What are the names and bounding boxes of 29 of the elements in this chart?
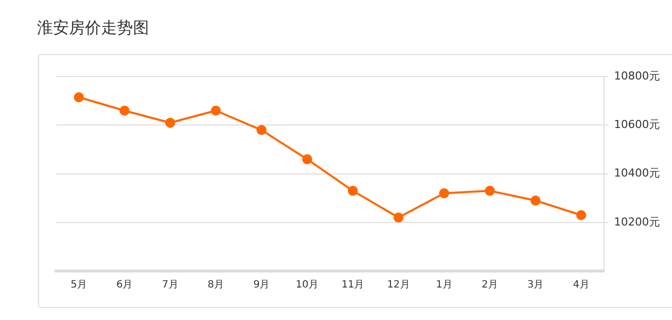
y-tick-label: 10800元 [614, 69, 660, 82]
point [576, 210, 586, 220]
y-tick-label: 10200元 [614, 215, 660, 228]
point [348, 186, 358, 196]
x-tick-label: 11月 [341, 280, 364, 291]
point [439, 188, 450, 198]
point [120, 106, 130, 116]
x-tick-label: 2月 [482, 280, 498, 291]
x-tick-label: 12月 [387, 280, 410, 291]
point [484, 186, 495, 196]
x-tick-label: 3月 [527, 280, 544, 291]
x-tick-label: 10月 [296, 280, 319, 291]
point [530, 196, 541, 206]
point [394, 212, 404, 223]
x-tick-label: 1月 [436, 280, 452, 291]
point [74, 92, 84, 102]
point [256, 125, 267, 136]
point [210, 106, 221, 116]
x-tick-label: 6月 [116, 280, 133, 291]
y-tick-label: 10600元 [614, 118, 660, 132]
point [302, 154, 312, 164]
x-tick-label: 4月 [572, 280, 590, 291]
chart-title: 淮安房价走势图 [37, 18, 149, 39]
x-tick-label: 7月 [162, 280, 178, 291]
x-tick-label: 8月 [208, 280, 224, 291]
x-tick-label: 9月 [253, 280, 270, 291]
point [165, 118, 176, 128]
x-tick-label: 5月 [70, 280, 88, 291]
y-tick-label: 10400元 [614, 166, 660, 180]
